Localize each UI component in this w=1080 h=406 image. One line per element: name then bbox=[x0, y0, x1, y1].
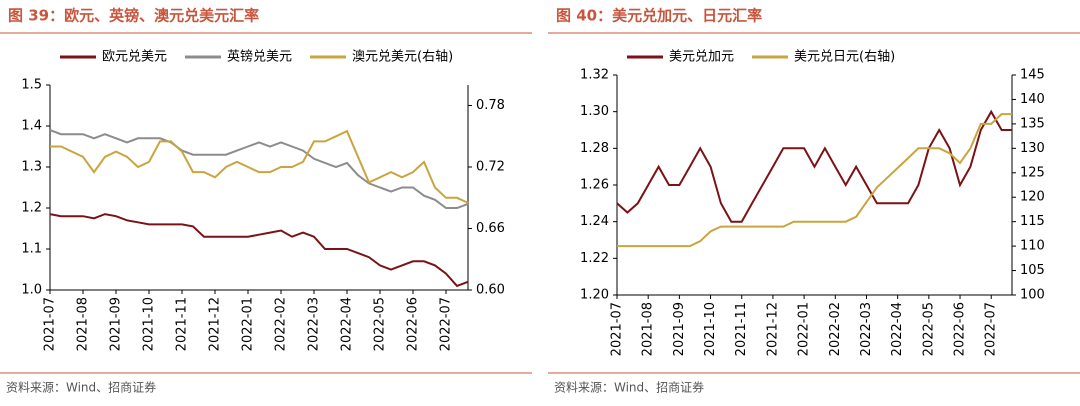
y2-tick-label: 0.72 bbox=[476, 160, 505, 175]
y-tick-label: 1.0 bbox=[21, 283, 42, 298]
y-tick-label: 1.30 bbox=[580, 104, 609, 119]
x-tick-label: 2021-12 bbox=[765, 302, 780, 356]
source: 资料来源：Wind、招商证券 bbox=[554, 380, 704, 395]
x-tick-label: 2021-11 bbox=[734, 302, 749, 356]
chart-title: 图 39：欧元、英镑、澳元兑美元汇率 bbox=[8, 7, 259, 25]
legend-label: 美元兑加元 bbox=[669, 50, 734, 65]
y2-tick-label: 145 bbox=[1020, 68, 1045, 83]
y2-tick-label: 115 bbox=[1020, 214, 1045, 229]
series-line bbox=[50, 129, 469, 204]
y-tick-label: 1.5 bbox=[21, 78, 42, 93]
x-tick-label: 2021-10 bbox=[142, 297, 157, 351]
y2-tick-label: 140 bbox=[1020, 92, 1045, 107]
x-tick-label: 2021-09 bbox=[109, 297, 124, 351]
y-tick-label: 1.26 bbox=[580, 178, 609, 193]
x-tick-label: 2022-01 bbox=[797, 302, 812, 356]
x-tick-label: 2022-03 bbox=[307, 297, 322, 351]
y-tick-label: 1.28 bbox=[580, 141, 609, 156]
y-tick-label: 1.3 bbox=[21, 160, 42, 175]
series-line bbox=[49, 129, 469, 209]
x-tick-label: 2021-09 bbox=[672, 302, 687, 356]
x-tick-label: 2021-07 bbox=[43, 297, 58, 351]
chart-title: 图 40：美元兑加元、日元汇率 bbox=[556, 7, 762, 25]
y-tick-label: 1.1 bbox=[21, 242, 42, 257]
x-tick-label: 2022-05 bbox=[373, 297, 388, 351]
y2-tick-label: 120 bbox=[1020, 190, 1045, 205]
source: 资料来源：Wind、招商证券 bbox=[6, 380, 156, 395]
y-tick-label: 1.20 bbox=[580, 288, 609, 303]
x-tick-label: 2021-08 bbox=[641, 302, 656, 356]
x-tick-label: 2021-10 bbox=[703, 302, 718, 356]
y2-tick-label: 100 bbox=[1020, 288, 1045, 303]
y2-tick-label: 0.66 bbox=[476, 221, 505, 236]
x-tick-label: 2022-04 bbox=[340, 297, 355, 351]
y2-tick-label: 130 bbox=[1020, 141, 1045, 156]
x-tick-label: 2022-05 bbox=[921, 302, 936, 356]
x-tick-label: 2022-07 bbox=[439, 297, 454, 351]
x-tick-label: 2022-03 bbox=[859, 302, 874, 356]
x-tick-label: 2022-01 bbox=[241, 297, 256, 351]
x-tick-label: 2021-12 bbox=[208, 297, 223, 351]
legend-label: 美元兑日元(右轴) bbox=[794, 50, 895, 65]
y-tick-label: 1.24 bbox=[580, 214, 609, 229]
y2-tick-label: 125 bbox=[1020, 165, 1045, 180]
x-tick-label: 2021-11 bbox=[175, 297, 190, 351]
y2-tick-label: 0.78 bbox=[476, 98, 505, 113]
y2-tick-label: 105 bbox=[1020, 263, 1045, 278]
y-tick-label: 1.22 bbox=[580, 251, 609, 266]
series-line bbox=[617, 113, 1012, 248]
x-tick-label: 2022-06 bbox=[953, 302, 968, 356]
y2-tick-label: 0.60 bbox=[476, 283, 505, 298]
x-tick-label: 2022-02 bbox=[828, 302, 843, 356]
series-line bbox=[49, 213, 469, 288]
x-tick-label: 2021-07 bbox=[610, 302, 625, 356]
y-tick-label: 1.32 bbox=[580, 68, 609, 83]
legend-label: 澳元兑美元(右轴) bbox=[352, 49, 453, 65]
legend-label: 欧元兑美元 bbox=[102, 50, 167, 65]
series-line bbox=[616, 109, 1012, 223]
legend-label: 英镑兑美元 bbox=[227, 49, 292, 65]
y-tick-label: 1.4 bbox=[21, 119, 42, 134]
x-tick-label: 2022-02 bbox=[274, 297, 289, 351]
y2-tick-label: 110 bbox=[1020, 239, 1045, 254]
x-tick-label: 2022-04 bbox=[890, 302, 905, 356]
x-tick-label: 2022-06 bbox=[406, 297, 421, 351]
x-tick-label: 2021-08 bbox=[76, 297, 91, 351]
y-tick-label: 1.2 bbox=[21, 201, 42, 216]
x-tick-label: 2022-07 bbox=[984, 302, 999, 356]
y2-tick-label: 135 bbox=[1020, 116, 1045, 131]
